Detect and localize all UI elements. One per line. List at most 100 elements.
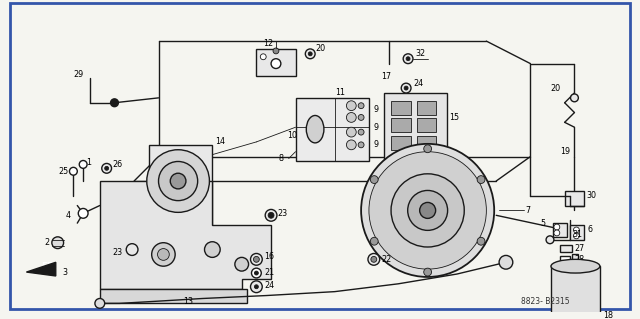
Circle shape	[361, 144, 494, 277]
Circle shape	[265, 210, 277, 221]
Circle shape	[52, 237, 63, 249]
Text: 23: 23	[113, 248, 123, 257]
Circle shape	[159, 161, 198, 201]
Text: 10: 10	[287, 130, 297, 139]
Circle shape	[573, 227, 579, 233]
Circle shape	[477, 237, 485, 245]
Text: 25: 25	[59, 167, 69, 176]
Circle shape	[371, 256, 377, 262]
Text: 19: 19	[560, 147, 570, 156]
Text: 5: 5	[540, 219, 545, 228]
Circle shape	[358, 129, 364, 135]
Circle shape	[255, 271, 259, 275]
Text: 23: 23	[277, 209, 287, 218]
Circle shape	[401, 83, 411, 93]
Circle shape	[152, 243, 175, 266]
Circle shape	[358, 142, 364, 148]
Bar	[417, 136, 436, 150]
Circle shape	[358, 103, 364, 109]
Circle shape	[235, 257, 248, 271]
Circle shape	[252, 268, 261, 278]
Circle shape	[371, 237, 378, 245]
Circle shape	[250, 281, 262, 293]
Bar	[392, 101, 411, 115]
Circle shape	[268, 212, 274, 218]
Circle shape	[371, 176, 378, 183]
Circle shape	[358, 115, 364, 120]
Circle shape	[111, 99, 118, 107]
Circle shape	[147, 150, 209, 212]
Text: 9: 9	[374, 123, 379, 132]
Polygon shape	[26, 262, 56, 276]
Text: 11: 11	[335, 88, 345, 98]
Text: 26: 26	[113, 160, 123, 169]
Text: 9: 9	[374, 140, 379, 149]
Text: 24: 24	[264, 281, 275, 290]
Text: 9: 9	[374, 105, 379, 114]
Text: 14: 14	[215, 137, 225, 146]
Circle shape	[78, 208, 88, 218]
Circle shape	[157, 249, 170, 260]
Circle shape	[271, 59, 281, 69]
Polygon shape	[296, 98, 369, 161]
Text: 27: 27	[575, 244, 585, 253]
Circle shape	[424, 145, 431, 153]
Circle shape	[477, 176, 485, 183]
Text: 8823- B2315: 8823- B2315	[520, 297, 569, 306]
Polygon shape	[100, 289, 246, 303]
Circle shape	[305, 49, 315, 59]
Circle shape	[102, 163, 111, 173]
Text: FR.: FR.	[41, 262, 58, 271]
Text: 3: 3	[63, 268, 68, 277]
Circle shape	[408, 190, 447, 230]
Text: 20: 20	[315, 44, 325, 54]
Bar	[392, 136, 411, 150]
Text: 4: 4	[65, 211, 70, 220]
Circle shape	[391, 174, 464, 247]
Circle shape	[255, 285, 259, 289]
Circle shape	[273, 48, 279, 54]
Text: 17: 17	[381, 72, 392, 81]
Polygon shape	[570, 225, 584, 240]
Circle shape	[554, 224, 560, 230]
Circle shape	[346, 140, 356, 150]
Circle shape	[369, 152, 486, 269]
Circle shape	[368, 254, 380, 265]
Text: 12: 12	[263, 39, 273, 48]
Polygon shape	[553, 223, 566, 237]
Circle shape	[260, 54, 266, 60]
Circle shape	[499, 256, 513, 269]
Text: 24: 24	[413, 79, 423, 88]
Text: 15: 15	[449, 113, 460, 122]
Polygon shape	[148, 145, 212, 225]
Polygon shape	[383, 93, 447, 161]
Polygon shape	[564, 191, 584, 205]
Circle shape	[554, 230, 560, 236]
Text: 31: 31	[573, 230, 582, 239]
Circle shape	[95, 299, 105, 308]
Text: 2: 2	[44, 238, 49, 247]
Circle shape	[346, 127, 356, 137]
Text: 7: 7	[525, 206, 531, 215]
Polygon shape	[100, 181, 271, 289]
Circle shape	[404, 86, 408, 90]
Bar	[392, 118, 411, 132]
Text: 28: 28	[575, 255, 584, 264]
Circle shape	[105, 167, 109, 170]
Text: 8: 8	[279, 154, 284, 163]
Circle shape	[346, 101, 356, 111]
Text: 16: 16	[264, 252, 274, 261]
Circle shape	[79, 160, 87, 168]
Text: 32: 32	[416, 49, 426, 58]
Text: 1: 1	[86, 158, 91, 167]
Text: 20: 20	[550, 84, 560, 93]
Bar	[560, 256, 570, 262]
Text: 29: 29	[74, 70, 84, 79]
Circle shape	[573, 233, 579, 239]
Circle shape	[253, 256, 259, 262]
Bar	[417, 118, 436, 132]
Circle shape	[570, 94, 579, 102]
Circle shape	[205, 242, 220, 257]
Ellipse shape	[551, 259, 600, 273]
Text: 6: 6	[587, 225, 592, 234]
